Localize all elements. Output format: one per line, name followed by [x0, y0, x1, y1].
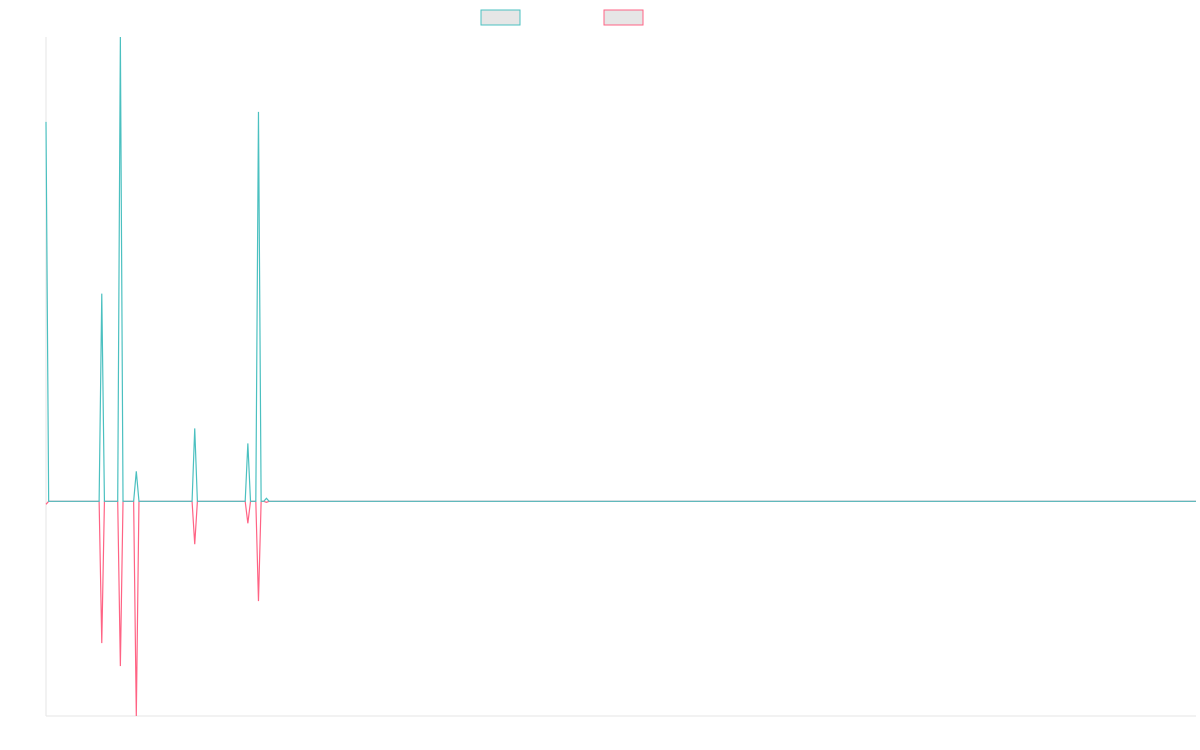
- series-layer: [45, 36, 1196, 717]
- legend: [480, 9, 644, 26]
- series-1-line: [45, 36, 1196, 502]
- series-2-line: [45, 500, 1196, 717]
- legend-swatch-series-1[interactable]: [480, 9, 521, 26]
- legend-swatch-series-2[interactable]: [603, 9, 644, 26]
